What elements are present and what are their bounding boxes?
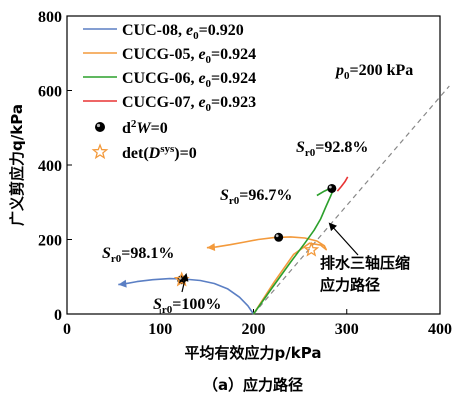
- annotation-arrow-drained: [328, 222, 359, 256]
- legend-label-cucg-06: CUCG-06,: [122, 70, 198, 87]
- legend-entry-cucg-07: CUCG-07, e0=0.923: [83, 94, 256, 114]
- legend-entry-cucg-05: CUCG-05, e0=0.924: [83, 46, 256, 66]
- svg-text:det(Dsys)=0: det(Dsys)=0: [122, 143, 197, 162]
- series-line-cucg-07: [336, 176, 349, 192]
- legend-var-cucg-06: e: [198, 70, 205, 87]
- legend-d2w-prefix: d: [122, 120, 131, 137]
- legend-entry-d2w: d2W=0: [95, 118, 168, 137]
- ann-98-var: S: [102, 245, 111, 262]
- legend-sub-cuc-08: 0: [193, 30, 199, 42]
- d2w-marker-highlight: [275, 234, 279, 238]
- x-tick-label: 0: [63, 321, 71, 338]
- legend-var-cucg-05: e: [198, 46, 205, 63]
- svg-text:CUCG-05, e0=0.924: CUCG-05, e0=0.924: [122, 46, 256, 66]
- annotation-arrow-sr0-100: [180, 273, 189, 293]
- svg-text:Sr0=92.8%: Sr0=92.8%: [296, 139, 368, 159]
- x-axis-ticks: 0 100 200 300 400: [63, 309, 452, 338]
- legend-sub-cucg-07: 0: [206, 102, 212, 114]
- series-line-cucg-05: [206, 236, 328, 315]
- legend-det-sup: sys: [160, 143, 175, 155]
- legend-det-suffix: )=0: [174, 145, 196, 162]
- legend-value-cuc-08: =0.920: [199, 22, 244, 39]
- series-arrow-cuc-08: [118, 279, 127, 288]
- legend-sub-cucg-06: 0: [206, 78, 212, 90]
- legend-det-var: D: [148, 145, 161, 162]
- ann-98-value: =98.1%: [121, 245, 174, 262]
- y-tick-label: 200: [38, 233, 62, 250]
- legend-d2w-var: W: [136, 120, 152, 137]
- svg-text:CUCG-06, e0=0.924: CUCG-06, e0=0.924: [122, 70, 256, 90]
- y-axis-label: 广义剪应力q/kPa: [8, 104, 26, 226]
- svg-text:Sr0=100%: Sr0=100%: [153, 296, 221, 316]
- annotation-drained-line2: 应力路径: [320, 276, 380, 294]
- legend-marker-d2w-highlight: [96, 123, 101, 128]
- ref-label-sub: 0: [344, 70, 350, 82]
- y-tick-label: 0: [54, 307, 62, 324]
- ann-98-sub: r0: [111, 253, 122, 265]
- x-axis-label: 平均有效应力p/kPa: [185, 344, 322, 362]
- y-axis-ticks: 0 200 400 600 800: [38, 9, 72, 324]
- reference-line-label: p0=200 kPa: [334, 62, 413, 82]
- figure-caption: （a）应力路径: [203, 376, 303, 394]
- annotation-sr0-92-8: Sr0=92.8%: [296, 139, 368, 159]
- y-tick-label: 800: [38, 9, 62, 26]
- ref-label-value: =200 kPa: [350, 62, 414, 79]
- ann-96-var: S: [220, 187, 229, 204]
- ref-label-var: p: [334, 62, 344, 79]
- ann-100-var: S: [153, 296, 162, 313]
- svg-text:CUC-08, e0=0.920: CUC-08, e0=0.920: [122, 22, 244, 42]
- x-tick-label: 400: [428, 321, 452, 338]
- legend-entry-cuc-08: CUC-08, e0=0.920: [83, 22, 244, 42]
- ann-100-sub: r0: [162, 304, 173, 316]
- legend-d2w-suffix: =0: [151, 120, 168, 137]
- legend-marker-det-star: [91, 143, 109, 160]
- legend-det-prefix: det(: [122, 145, 149, 162]
- legend-marker-d2w: [95, 122, 105, 132]
- svg-text:Sr0=96.7%: Sr0=96.7%: [220, 187, 292, 207]
- legend-value-cucg-05: =0.924: [211, 46, 256, 63]
- x-tick-label: 300: [335, 321, 359, 338]
- legend-sub-cucg-05: 0: [206, 54, 212, 66]
- legend-d2w-sup: 2: [131, 118, 137, 130]
- x-tick-label: 200: [242, 321, 266, 338]
- annotation-sr0-98-1: Sr0=98.1%: [102, 245, 174, 265]
- legend-value-cucg-07: =0.923: [211, 94, 256, 111]
- legend-label-cucg-05: CUCG-05,: [122, 46, 198, 63]
- legend-label-cucg-07: CUCG-07,: [122, 94, 198, 111]
- annotation-sr0-96-7: Sr0=96.7%: [220, 187, 292, 207]
- d2w-marker-highlight: [328, 185, 332, 189]
- ann-96-sub: r0: [229, 195, 240, 207]
- ann-92-var: S: [296, 139, 305, 156]
- legend-entry-cucg-06: CUCG-06, e0=0.924: [83, 70, 256, 90]
- svg-text:CUCG-07, e0=0.923: CUCG-07, e0=0.923: [122, 94, 256, 114]
- annotation-drained-path: 排水三轴压缩 应力路径: [320, 222, 410, 294]
- ann-92-sub: r0: [305, 147, 316, 159]
- ann-92-value: =92.8%: [315, 139, 368, 156]
- legend-entry-det: det(Dsys)=0: [91, 143, 197, 162]
- y-tick-label: 600: [38, 84, 62, 101]
- d2w-marker: [274, 232, 284, 242]
- annotation-sr0-100: Sr0=100%: [153, 273, 221, 316]
- legend-var-cuc-08: e: [186, 22, 193, 39]
- legend-value-cucg-06: =0.924: [211, 70, 256, 87]
- legend: CUC-08, e0=0.920 CUCG-05, e0=0.924 CUCG-…: [83, 22, 256, 162]
- ann-100-value: =100%: [172, 296, 221, 313]
- series-line-cuc-08: [118, 277, 255, 315]
- x-tick-label: 100: [148, 321, 172, 338]
- legend-label-cuc-08: CUC-08,: [122, 22, 186, 39]
- det-star-marker: [303, 241, 320, 257]
- d2w-marker: [327, 183, 337, 193]
- series-arrow-cucg-05: [206, 243, 216, 252]
- y-tick-label: 400: [38, 158, 62, 175]
- annotation-drained-line1: 排水三轴压缩: [320, 254, 410, 272]
- svg-text:d2W=0: d2W=0: [122, 118, 168, 137]
- ann-96-value: =96.7%: [239, 187, 292, 204]
- legend-var-cucg-07: e: [198, 94, 205, 111]
- svg-text:Sr0=98.1%: Sr0=98.1%: [102, 245, 174, 265]
